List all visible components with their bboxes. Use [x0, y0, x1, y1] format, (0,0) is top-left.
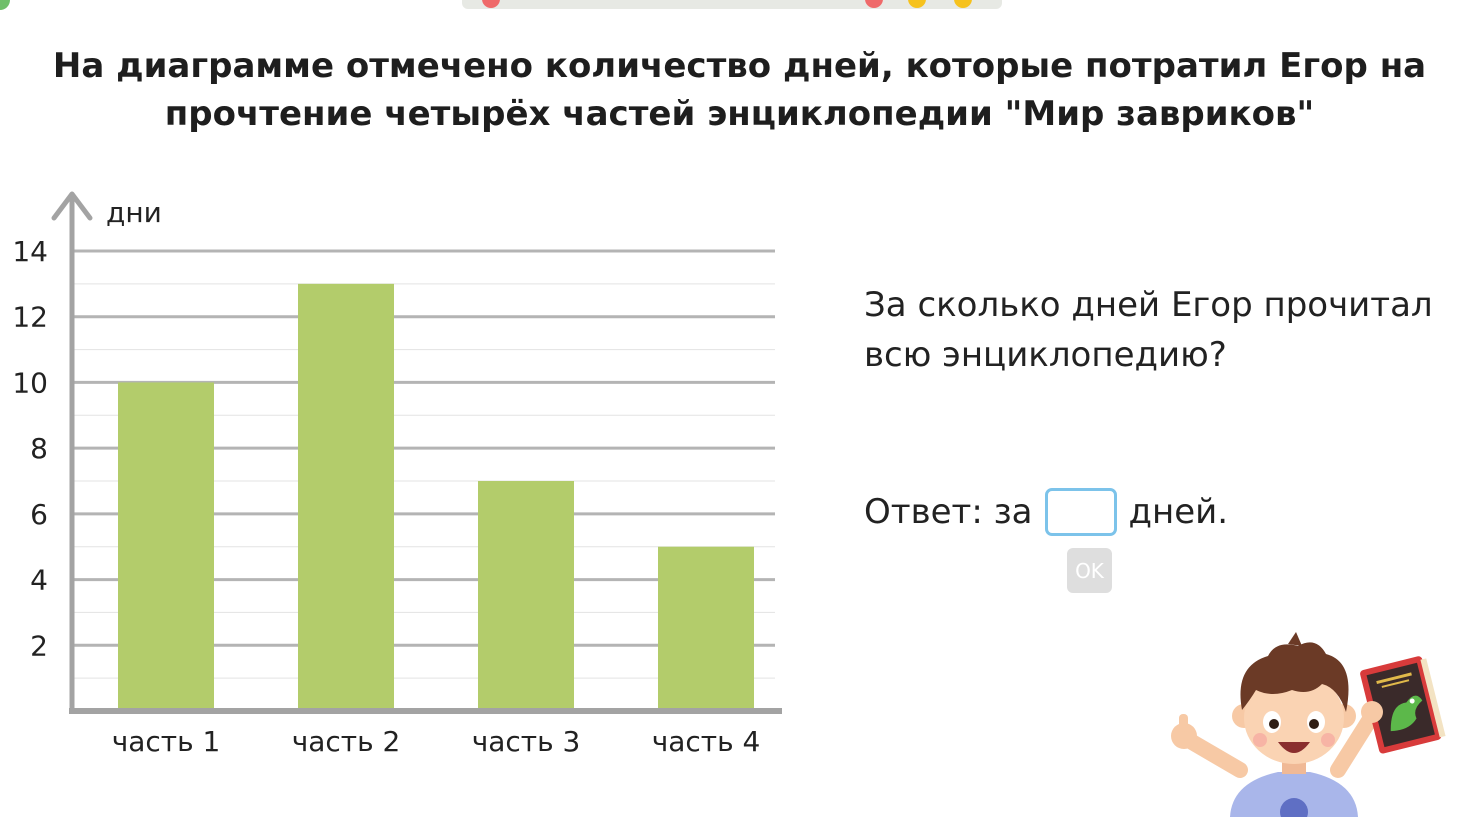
y-tick-label: 10 [12, 366, 48, 399]
x-category-label: часть 1 [112, 725, 221, 758]
answer-row: Ответ: за дней. [864, 484, 1228, 540]
answer-suffix: дней. [1128, 492, 1229, 532]
bar-chart: 2 4 6 8 10 12 14 часть 1 часть 2 часть 3 часть 4 дн… [12, 191, 782, 758]
thumbs-up-icon [1171, 723, 1197, 749]
y-tick-label: 6 [30, 498, 48, 531]
task-title-line-1: На диаграмме отмечено количество дней, к… [52, 46, 1427, 86]
y-tick-label: 14 [12, 235, 48, 268]
task-title-line-2: прочтение четырёх частей энциклопедии "М… [164, 94, 1315, 134]
y-tick-label: 12 [12, 301, 48, 334]
green-dot-icon [0, 0, 10, 10]
yellow-dot-icon [954, 0, 972, 8]
y-axis-arrow-icon [51, 191, 93, 221]
ok-button[interactable]: OK [1067, 548, 1112, 593]
answer-prefix: Ответ: за [864, 492, 1033, 532]
bar [118, 382, 214, 711]
red-dot-icon [865, 0, 883, 8]
top-progress-bar [462, 0, 1002, 9]
x-category-label: часть 3 [472, 725, 581, 758]
question-text: За сколько дней Егор прочитал всю энцикл… [864, 285, 1433, 375]
x-category-label: часть 4 [652, 725, 761, 758]
bar [478, 481, 574, 711]
y-axis-label: дни [106, 196, 162, 229]
x-category-label: часть 2 [292, 725, 401, 758]
bar [658, 546, 754, 711]
red-dot-icon [482, 0, 500, 8]
task-title: На диаграмме отмечено количество дней, к… [0, 42, 1479, 138]
boy-with-book-illustration [1171, 632, 1446, 817]
y-tick-label: 2 [30, 629, 48, 662]
y-tick-label: 4 [30, 564, 48, 597]
dragon-book-icon [1360, 656, 1446, 754]
bar [298, 283, 394, 711]
answer-input[interactable] [1044, 488, 1117, 536]
y-tick-label: 8 [30, 432, 48, 465]
yellow-dot-icon [908, 0, 926, 8]
